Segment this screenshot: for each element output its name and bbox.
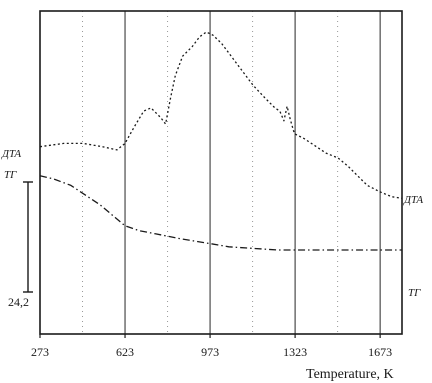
tg-label-right: ТГ — [408, 287, 421, 299]
dta-label-left: ДТА — [1, 148, 21, 160]
tg-label-left: ТГ — [4, 169, 17, 181]
tg-curve — [39, 175, 402, 251]
scale-bar-label: 24,2 — [8, 295, 29, 309]
dta-curve — [39, 31, 403, 199]
dta-label-right: ДТА — [403, 194, 423, 206]
x-tick-label: 973 — [201, 345, 219, 359]
scale-bar: 24,2 — [8, 181, 33, 309]
gridlines — [82, 11, 381, 334]
x-tick-label: 623 — [116, 345, 134, 359]
x-tick-label: 1323 — [283, 345, 307, 359]
x-axis-title: Temperature, K — [306, 367, 394, 382]
x-axis-ticks: 273 623 973 1323 1673 — [31, 334, 392, 359]
plot-frame — [39, 10, 403, 335]
curves — [39, 31, 403, 251]
x-tick-label: 273 — [31, 345, 49, 359]
x-tick-label: 1673 — [368, 345, 392, 359]
